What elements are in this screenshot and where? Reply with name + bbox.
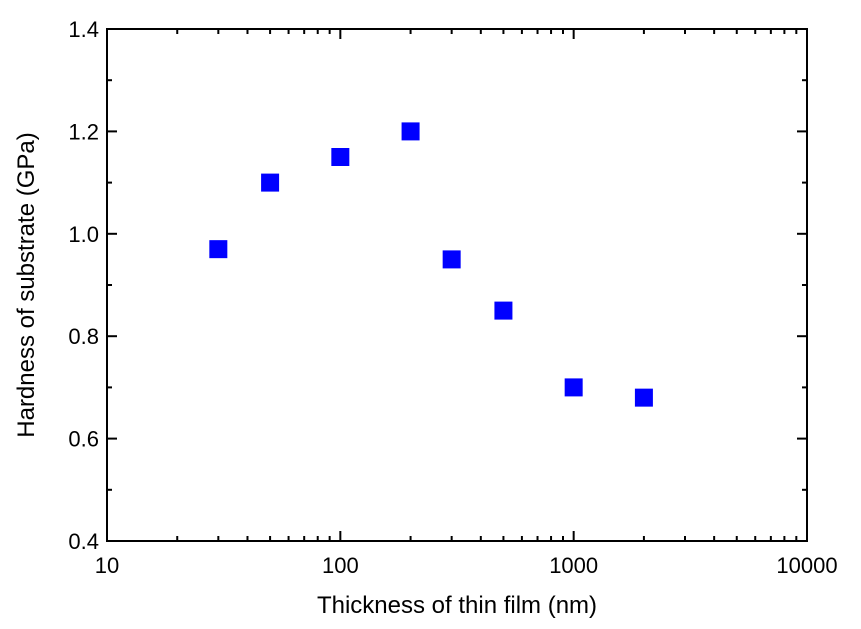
plot-frame xyxy=(106,28,808,542)
x-tick-label: 10000 xyxy=(776,553,837,578)
data-point xyxy=(564,378,583,397)
data-point xyxy=(331,148,350,166)
x-tick-label: 100 xyxy=(322,553,359,578)
data-point xyxy=(442,250,461,269)
data-points xyxy=(209,122,653,407)
tick-labels: 10 100 1000 10000 0.4 0.6 0.8 1.0 1.2 1.4 xyxy=(68,17,837,578)
x-axis-label: Thickness of thin film (nm) xyxy=(317,592,597,619)
data-point xyxy=(634,388,653,407)
x-tick-label: 10 xyxy=(95,553,119,578)
y-tick-label: 0.8 xyxy=(68,324,99,349)
data-point xyxy=(261,173,280,192)
axis-ticks xyxy=(106,28,808,542)
y-tick-label: 1.2 xyxy=(68,119,99,144)
data-point xyxy=(494,301,513,320)
x-tick-label: 1000 xyxy=(549,553,598,578)
y-tick-label: 1.4 xyxy=(68,17,99,42)
data-point xyxy=(209,240,228,259)
y-tick-label: 0.6 xyxy=(68,427,99,452)
y-tick-label: 1.0 xyxy=(68,222,99,247)
y-tick-label: 0.4 xyxy=(68,529,99,554)
y-axis-label: Hardness of substrate (GPa) xyxy=(13,132,40,437)
data-point xyxy=(401,122,420,141)
